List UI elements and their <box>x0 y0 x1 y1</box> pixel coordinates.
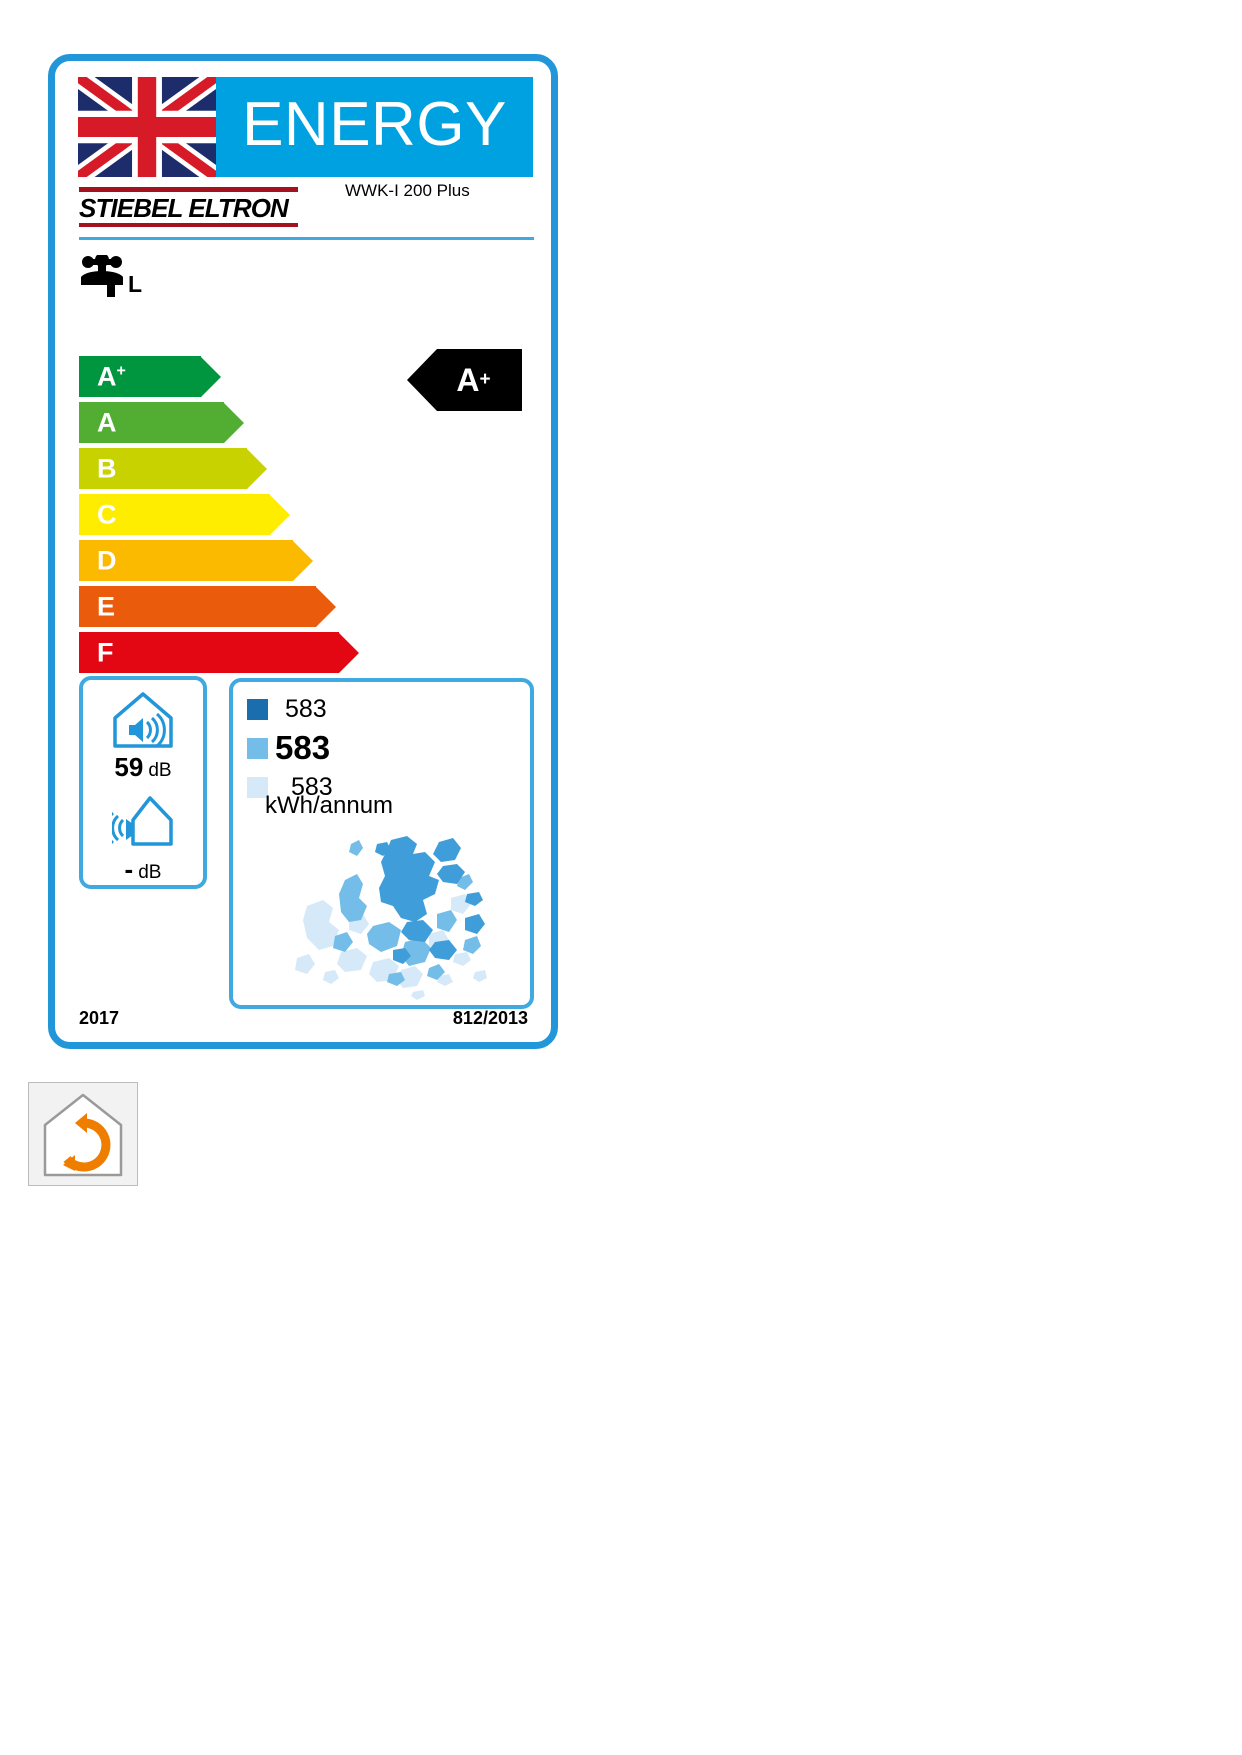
energy-class-scale: A+ A B C <box>79 356 379 678</box>
class-bar <box>79 448 247 489</box>
label-regulation: 812/2013 <box>452 1008 528 1028</box>
eu-map-icon <box>289 822 489 1002</box>
consumption-row-warm: 583 <box>247 770 333 804</box>
outdoor-noise-unit: dB <box>138 862 162 883</box>
class-letter: B <box>97 453 117 483</box>
class-tip <box>224 402 244 443</box>
class-bar <box>79 356 201 397</box>
climate-swatch-average-icon <box>247 737 268 759</box>
class-tip <box>247 448 267 489</box>
climate-swatch-cold-icon <box>247 698 268 720</box>
energy-wordmark: ENERGY <box>216 77 533 177</box>
house-recycle-icon <box>28 1082 138 1186</box>
brand-name: STIEBEL ELTRON <box>79 193 289 223</box>
house-sound-indoor-icon <box>112 691 174 749</box>
class-bar <box>79 402 224 443</box>
class-letter: A <box>97 407 117 437</box>
consumption-row-primary: 583 <box>247 726 333 770</box>
model-name: WWK-I 200 Plus <box>345 181 470 200</box>
class-row-d: D <box>79 540 379 581</box>
outdoor-noise-value: - <box>124 854 134 884</box>
outdoor-noise-reading: - dB <box>125 854 162 885</box>
class-row-a: A <box>79 402 379 443</box>
consumption-row-average: 583 <box>247 692 333 726</box>
class-letter: F <box>97 637 114 667</box>
climate-swatch-warm-icon <box>247 776 268 798</box>
class-tip <box>339 632 359 673</box>
class-row-f: F <box>79 632 379 673</box>
class-tip <box>316 586 336 627</box>
class-row-b: B <box>79 448 379 489</box>
class-bar <box>79 632 339 673</box>
energy-rating-value: A + <box>456 361 491 398</box>
indoor-noise-value: 59 <box>114 752 144 782</box>
house-sound-outdoor-icon <box>112 790 174 848</box>
indoor-noise-reading: 59 dB <box>114 752 171 783</box>
class-tip <box>270 494 290 535</box>
energy-rating-badge: A + <box>407 349 522 411</box>
brand-rule-top <box>79 187 298 192</box>
energy-consumption-box: 583 583 583 kWh/annum <box>229 678 534 1009</box>
consumption-value: 583 <box>291 772 333 801</box>
class-row-e: E <box>79 586 379 627</box>
noise-emission-box: 59 dB - dB <box>79 676 207 889</box>
class-letter: A+ <box>97 361 126 391</box>
tap-icon <box>79 255 125 299</box>
uk-flag-icon <box>78 77 216 177</box>
consumption-unit: kWh/annum <box>265 792 394 819</box>
class-bar <box>79 586 316 627</box>
class-row-a-plus: A+ <box>79 356 379 397</box>
brand-rule-bottom <box>79 223 298 227</box>
load-profile: L <box>79 255 142 299</box>
manufacturer-brand: STIEBEL ELTRON <box>79 187 299 227</box>
class-row-c: C <box>79 494 379 535</box>
consumption-value: 583 <box>275 729 331 766</box>
class-letter: E <box>97 591 116 621</box>
class-bar <box>79 540 293 581</box>
class-letter: D <box>97 545 117 575</box>
energy-label: ENERGY STIEBEL ELTRON WWK-I 200 Plus L <box>48 54 558 1049</box>
header-divider <box>79 237 534 240</box>
load-profile-letter: L <box>128 271 143 297</box>
indoor-noise-unit: dB <box>148 760 172 781</box>
consumption-rows: 583 583 583 <box>247 692 333 804</box>
class-tip <box>293 540 313 581</box>
label-header: ENERGY <box>78 77 533 177</box>
consumption-value: 583 <box>285 694 327 723</box>
class-letter: C <box>97 499 117 529</box>
class-tip <box>201 356 221 397</box>
class-bar <box>79 494 270 535</box>
label-year: 2017 <box>79 1008 120 1028</box>
